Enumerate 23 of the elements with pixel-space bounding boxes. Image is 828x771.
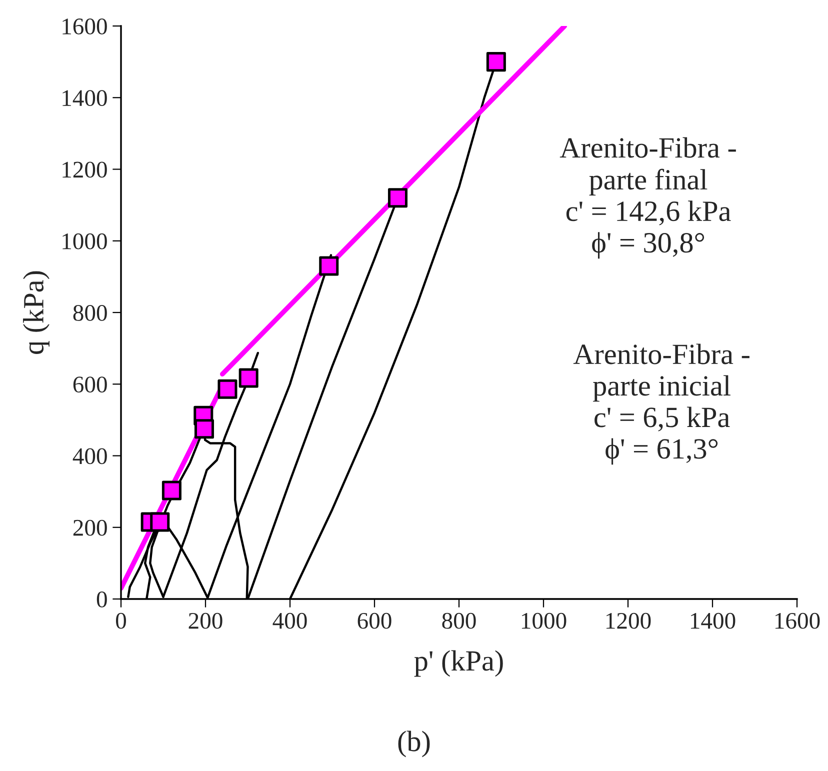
x-tick-label: 400: [272, 612, 307, 629]
y-tick-label: 600: [73, 376, 107, 393]
annotation: Arenito-Fibra - parte final c' = 142,6 kPa ϕ' = 30,8°: [560, 137, 736, 259]
y-tick-label: 200: [73, 520, 107, 536]
y-tick-label: 1000: [62, 233, 107, 250]
x-tick-label: 1600: [775, 612, 820, 629]
annotation: Arenito-Fibra - parte inicial c' = 6,5 kPa ϕ' = 61,3°: [573, 344, 750, 465]
x-tick-label: 1000: [522, 612, 566, 629]
x-tick-label: 600: [358, 612, 392, 629]
y-tick-label: 1600: [62, 18, 107, 34]
x-tick-label: 1200: [606, 612, 651, 629]
x-tick-label: 1400: [690, 612, 736, 629]
y-tick-label: 800: [73, 304, 107, 321]
y-tick-label: 400: [72, 448, 107, 464]
x-tick-label: 0: [116, 612, 126, 629]
y-tick-label: 0: [96, 591, 107, 608]
x-axis-title: p' (kPa): [414, 650, 503, 677]
y-tick-label: 1200: [62, 162, 107, 178]
x-tick-label: 800: [442, 612, 476, 629]
x-tick-label: 200: [188, 612, 222, 629]
text: (b): [398, 730, 430, 758]
y-axis-title: q (kPa): [23, 271, 50, 354]
y-tick-label: 1400: [62, 90, 107, 106]
